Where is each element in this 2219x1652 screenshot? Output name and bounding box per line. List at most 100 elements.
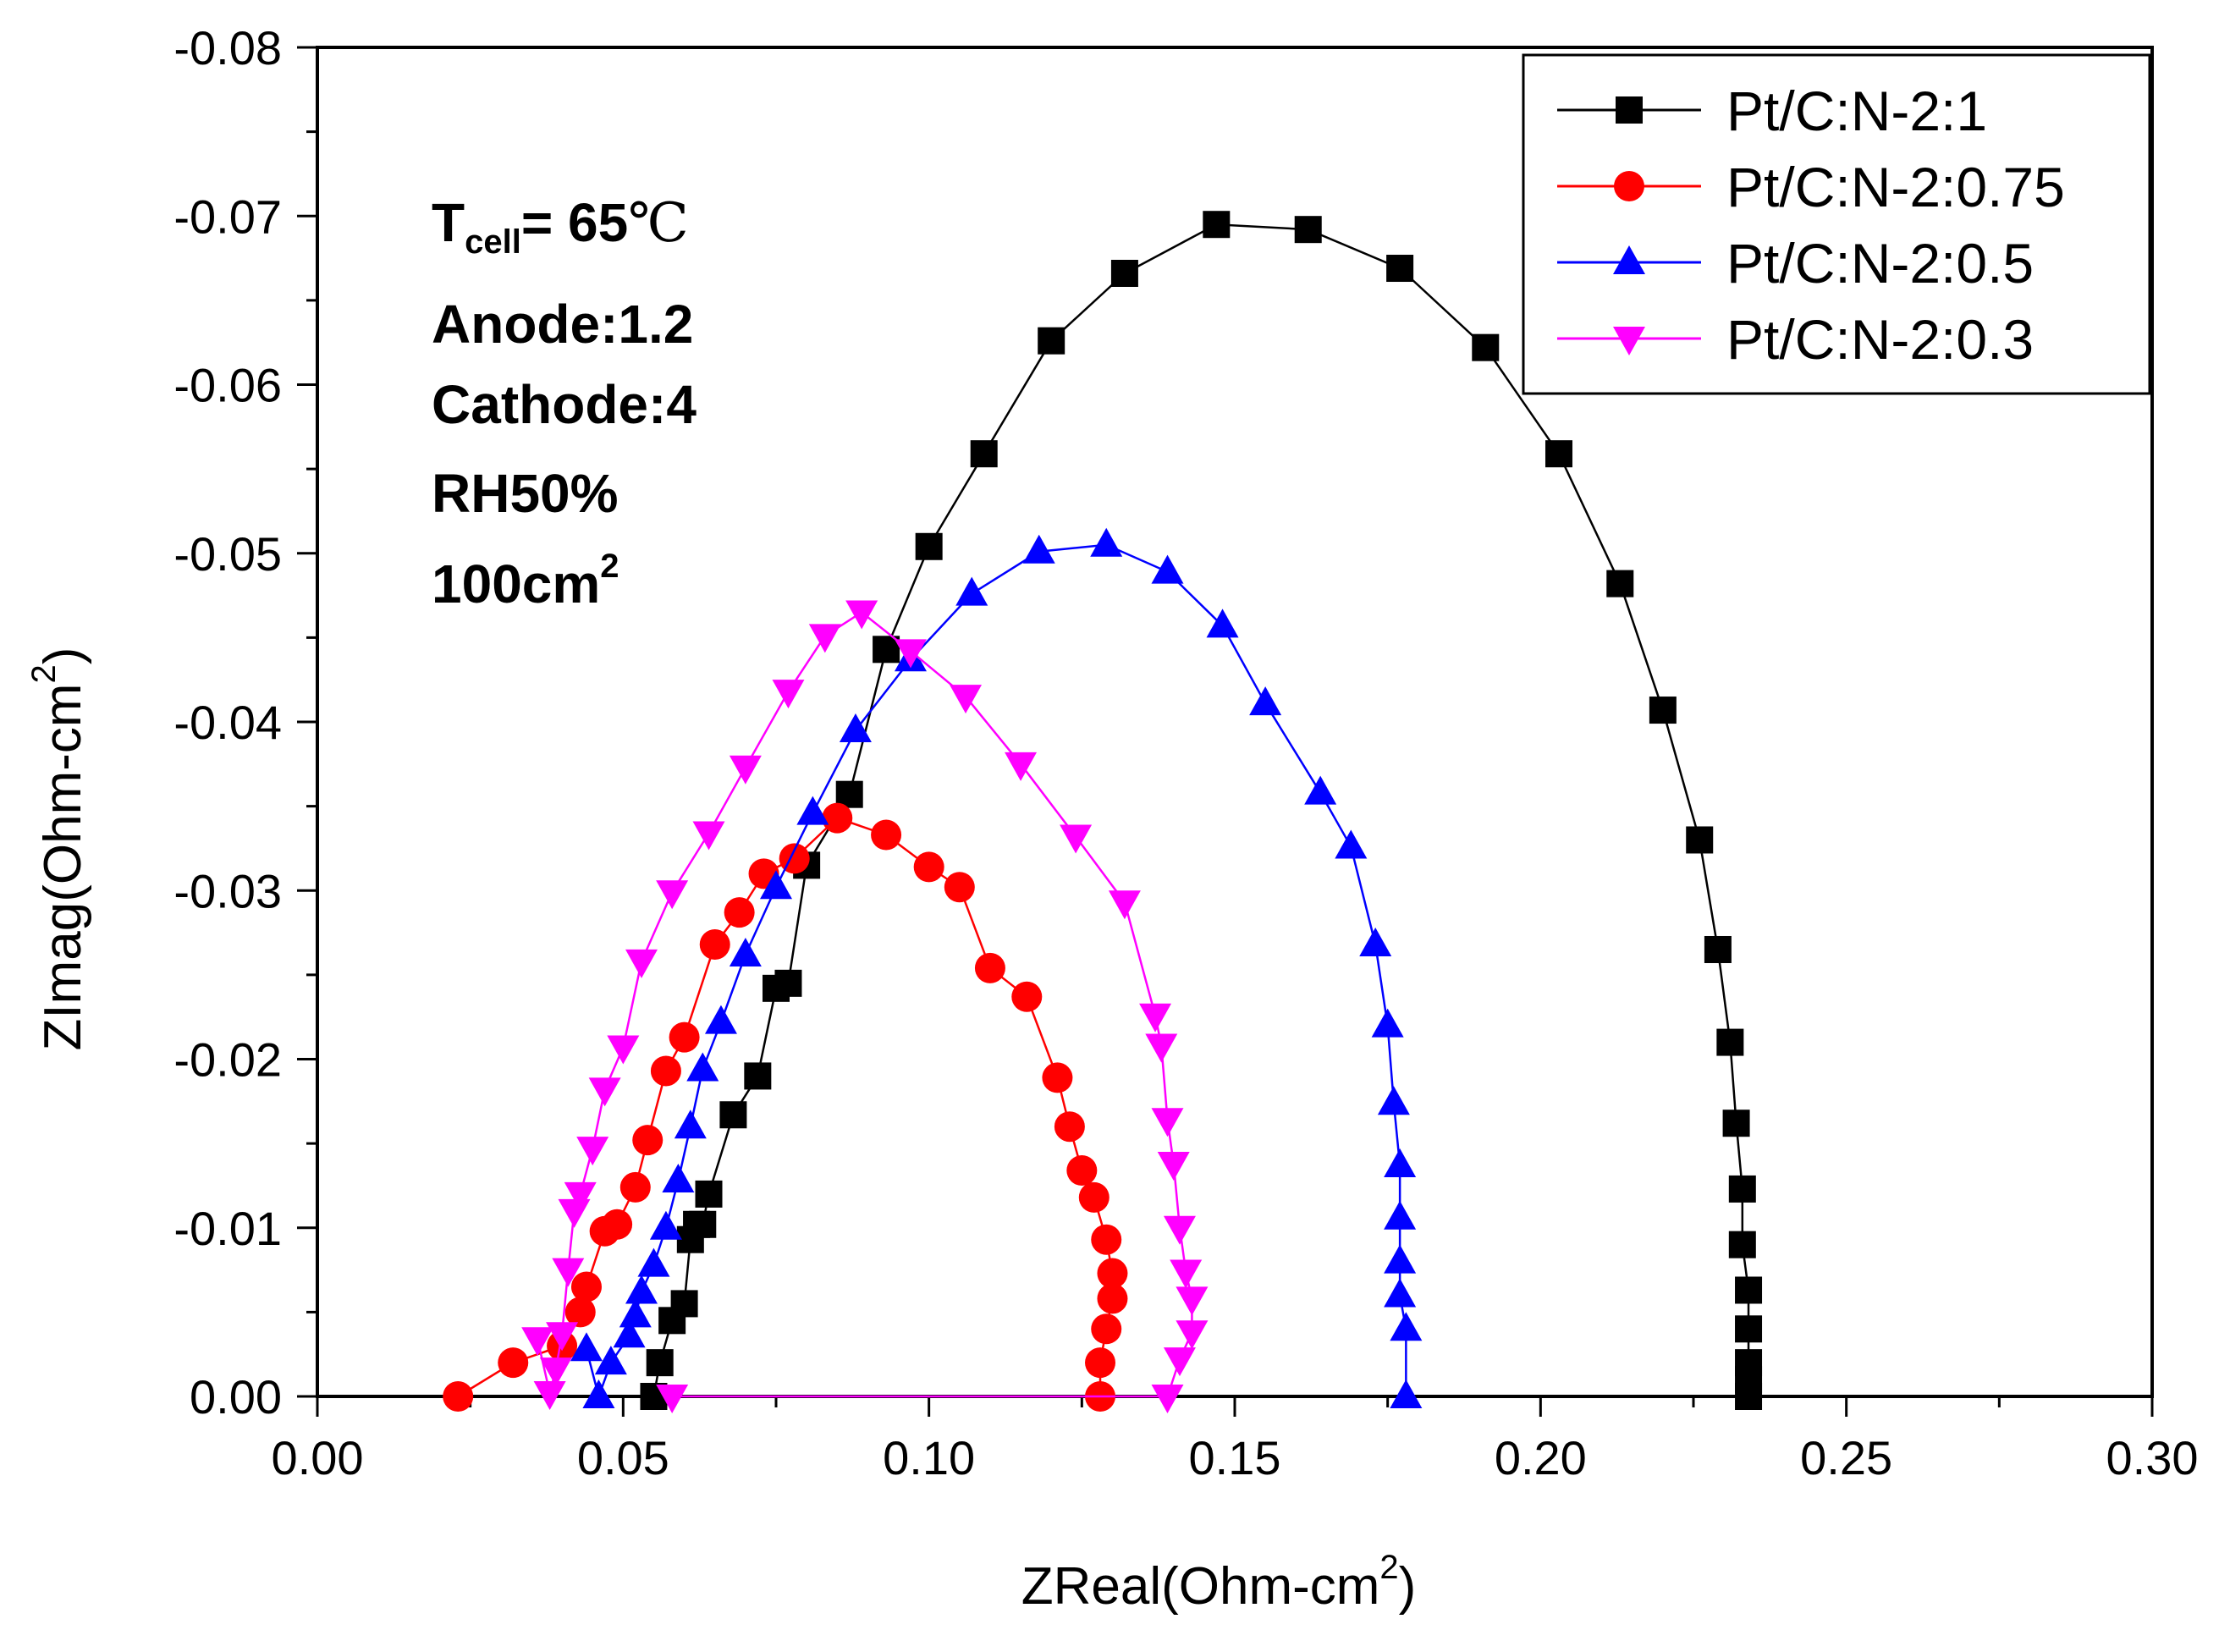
y-tick-label: -0.01 <box>173 1202 282 1255</box>
data-point <box>704 1005 737 1034</box>
data-point <box>1359 928 1392 957</box>
data-point <box>570 1332 603 1362</box>
x-tick-label: 0.30 <box>2106 1431 2199 1484</box>
data-point <box>1091 1224 1122 1255</box>
data-point <box>564 1297 596 1328</box>
data-point <box>1728 1175 1756 1203</box>
data-point <box>1005 752 1038 781</box>
area-sup: 2 <box>600 548 619 585</box>
legend-marker <box>1613 245 1645 274</box>
data-point <box>808 624 841 653</box>
data-point <box>950 685 983 714</box>
data-point <box>1139 1003 1172 1032</box>
data-point <box>695 1180 723 1208</box>
data-point <box>1163 1215 1196 1245</box>
data-point <box>619 1171 651 1203</box>
data-point <box>724 897 755 928</box>
data-point <box>625 1275 658 1304</box>
data-point <box>1066 1155 1098 1187</box>
area-annotation: 100cm2 <box>432 548 619 614</box>
data-point <box>1011 981 1043 1012</box>
series-4 <box>521 600 1209 1413</box>
series-3 <box>570 527 1423 1408</box>
x-tick-label: 0.20 <box>1495 1431 1587 1484</box>
data-point <box>1384 1244 1417 1274</box>
area-main: 100cm <box>432 553 600 614</box>
data-point <box>1151 554 1184 584</box>
x-tick-label: 0.15 <box>1189 1431 1281 1484</box>
y-tick-label: -0.07 <box>173 190 282 243</box>
data-point <box>689 1210 717 1238</box>
data-point <box>944 872 975 903</box>
data-point <box>1377 1086 1410 1115</box>
data-point <box>1097 1258 1128 1289</box>
series-line <box>585 543 1407 1401</box>
data-point <box>1735 1383 1763 1410</box>
y-axis-title-close: ) <box>34 647 92 665</box>
legend-items: Pt/C:N-2:1 Pt/C:N-2:0.75 Pt/C:N-2:0.5 Pt/C:… <box>1557 80 2065 371</box>
rh-annotation: RH50% <box>432 463 619 524</box>
data-point <box>913 851 944 883</box>
data-point <box>576 1137 609 1166</box>
data-point <box>539 1357 572 1387</box>
legend-item-2: Pt/C:N-2:0.75 <box>1557 156 2065 218</box>
data-point <box>533 1381 566 1411</box>
legend-label: Pt/C:N-2:1 <box>1726 80 1987 142</box>
data-point <box>1206 608 1239 638</box>
data-point <box>1735 1315 1763 1343</box>
y-tick-label: -0.06 <box>173 359 282 412</box>
data-point <box>650 1055 681 1087</box>
data-point <box>1722 1110 1750 1137</box>
data-point <box>1090 527 1123 557</box>
data-point <box>1384 1200 1417 1230</box>
data-point <box>1545 440 1573 468</box>
data-point <box>822 802 853 834</box>
data-point <box>607 1035 640 1065</box>
legend-item-3: Pt/C:N-2:0.5 <box>1557 232 2034 295</box>
data-point <box>692 821 725 851</box>
x-axis-title-main: ZReal(Ohm-cm <box>1021 1557 1380 1616</box>
y-tick-label: -0.08 <box>173 21 282 74</box>
data-point <box>1042 1062 1073 1093</box>
y-axis-title-sup: 2 <box>25 664 63 683</box>
data-point <box>649 1210 682 1240</box>
data-point <box>582 1379 615 1408</box>
data-point <box>744 1062 772 1090</box>
data-series <box>443 211 1763 1413</box>
legend-item-1: Pt/C:N-2:1 <box>1557 80 1987 142</box>
data-point <box>1108 890 1141 920</box>
data-point <box>1022 534 1055 564</box>
data-point <box>871 819 902 851</box>
data-point <box>594 1346 627 1375</box>
data-point <box>674 1110 707 1139</box>
legend-label: Pt/C:N-2:0.75 <box>1726 156 2065 218</box>
data-point <box>552 1258 585 1287</box>
data-point <box>915 532 943 560</box>
legend-marker <box>1613 327 1645 355</box>
data-point <box>699 929 730 961</box>
data-point <box>1097 1283 1128 1314</box>
data-point <box>1054 1111 1085 1143</box>
data-point <box>521 1327 554 1357</box>
data-point <box>564 1181 597 1211</box>
data-point <box>1716 1028 1744 1056</box>
data-point <box>1735 1276 1763 1304</box>
data-point <box>1145 1033 1178 1063</box>
legend-marker <box>1616 96 1643 124</box>
data-point <box>669 1021 700 1053</box>
data-point <box>1335 829 1368 859</box>
x-tick-label: 0.00 <box>272 1431 364 1484</box>
data-point <box>845 600 878 630</box>
tcell-main: T <box>432 192 465 253</box>
data-point <box>602 1209 633 1240</box>
data-point <box>546 1322 579 1352</box>
data-point <box>686 1052 719 1082</box>
data-point <box>1170 1259 1203 1289</box>
legend-label: Pt/C:N-2:0.5 <box>1726 232 2034 295</box>
series-line <box>457 817 1114 1398</box>
tcell-value: = 65 <box>521 192 628 253</box>
data-point <box>613 1319 646 1348</box>
data-point <box>1091 1313 1122 1345</box>
data-point <box>656 880 689 910</box>
data-point <box>1110 259 1138 287</box>
